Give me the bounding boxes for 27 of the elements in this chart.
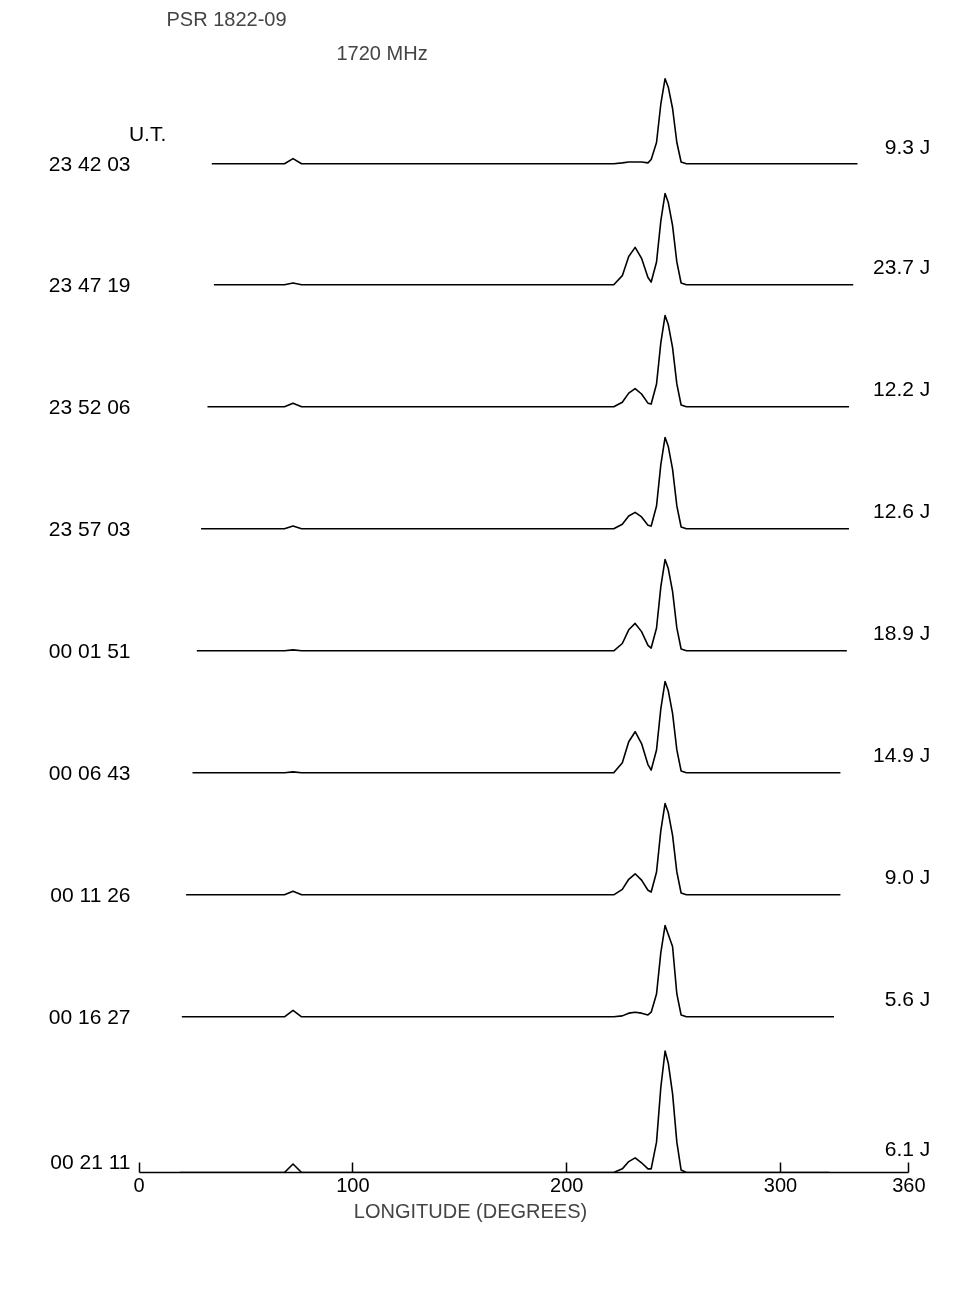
chart-title: PSR 1822-09 bbox=[166, 7, 287, 30]
annotation: 6.1 J bbox=[884, 1136, 931, 1160]
text: 00 11 26 bbox=[50, 883, 131, 907]
x-tick-label: 100 bbox=[336, 1173, 370, 1196]
x-tick-label: 360 bbox=[892, 1173, 926, 1196]
annotation: 18.9 J bbox=[873, 621, 931, 645]
text: 23 52 06 bbox=[48, 395, 131, 419]
text: 00 21 11 bbox=[50, 1149, 131, 1173]
x-tick-label: 300 bbox=[763, 1173, 798, 1196]
text: 00 06 43 bbox=[48, 761, 131, 785]
annotation: 12.2 J bbox=[873, 377, 931, 401]
text: 23 57 03 bbox=[48, 517, 131, 541]
annotation: 14.9 J bbox=[873, 743, 931, 767]
x-tick-label: 0 bbox=[133, 1173, 145, 1196]
annotation: 12.6 J bbox=[873, 499, 931, 523]
annotation: 9.3 J bbox=[884, 135, 931, 159]
x-tick-label: 200 bbox=[550, 1173, 584, 1196]
annotation: 9.0 J bbox=[884, 865, 931, 889]
annotation: 5.6 J bbox=[884, 987, 931, 1011]
chart-subtitle: 1720 MHz bbox=[336, 41, 428, 64]
x-axis-title: LONGITUDE (DEGREES) bbox=[353, 1199, 588, 1222]
legend-title: U.T. bbox=[128, 122, 167, 146]
annotation: 23.7 J bbox=[873, 255, 931, 279]
text: 00 16 27 bbox=[48, 1005, 131, 1029]
text: 23 42 03 bbox=[48, 152, 131, 176]
text: 00 01 51 bbox=[48, 639, 131, 663]
text: 23 47 19 bbox=[48, 273, 131, 297]
